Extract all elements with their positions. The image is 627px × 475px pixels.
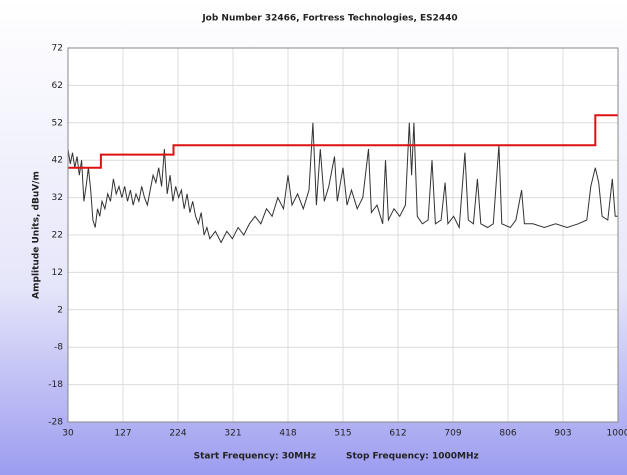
y-tick-label: 72 — [52, 44, 63, 54]
x-tick-label: 418 — [279, 429, 296, 439]
x-tick-label: 612 — [389, 429, 406, 439]
chart-title: Job Number 32466, Fortress Technologies,… — [201, 14, 457, 24]
y-tick-label: 52 — [52, 118, 63, 128]
y-tick-label: -8 — [54, 343, 63, 353]
marks — [67, 114, 618, 244]
x-tick-label: 1000 — [607, 429, 627, 439]
y-tick-label: 42 — [52, 156, 63, 166]
x-tick-label: 806 — [499, 429, 516, 439]
series-line — [67, 122, 618, 244]
x-tick-label: 30 — [62, 429, 74, 439]
series-line — [68, 114, 618, 169]
y-tick-label: 12 — [52, 268, 63, 278]
x-tick-label: 321 — [224, 429, 241, 439]
x-tick-label: 903 — [554, 429, 571, 439]
y-tick-label: 2 — [57, 305, 63, 315]
plot-border — [67, 47, 619, 423]
y-tick-label: -18 — [48, 380, 63, 390]
y-tick-label: -28 — [48, 418, 63, 428]
y-tick-label: 62 — [52, 81, 63, 91]
x-tick-label: 127 — [114, 429, 131, 439]
x-tick-label: 224 — [169, 429, 186, 439]
y-tick-label: 22 — [52, 231, 63, 241]
x-tick-label: 709 — [444, 429, 461, 439]
x-axis-label: Stop Frequency: 1000MHz — [346, 452, 479, 462]
y-axis-label: Amplitude Units, dBuV/m — [32, 171, 42, 299]
x-tick-label: 515 — [334, 429, 351, 439]
x-axis-label: Start Frequency: 30MHz — [194, 452, 316, 462]
y-tick-label: 32 — [52, 193, 63, 203]
